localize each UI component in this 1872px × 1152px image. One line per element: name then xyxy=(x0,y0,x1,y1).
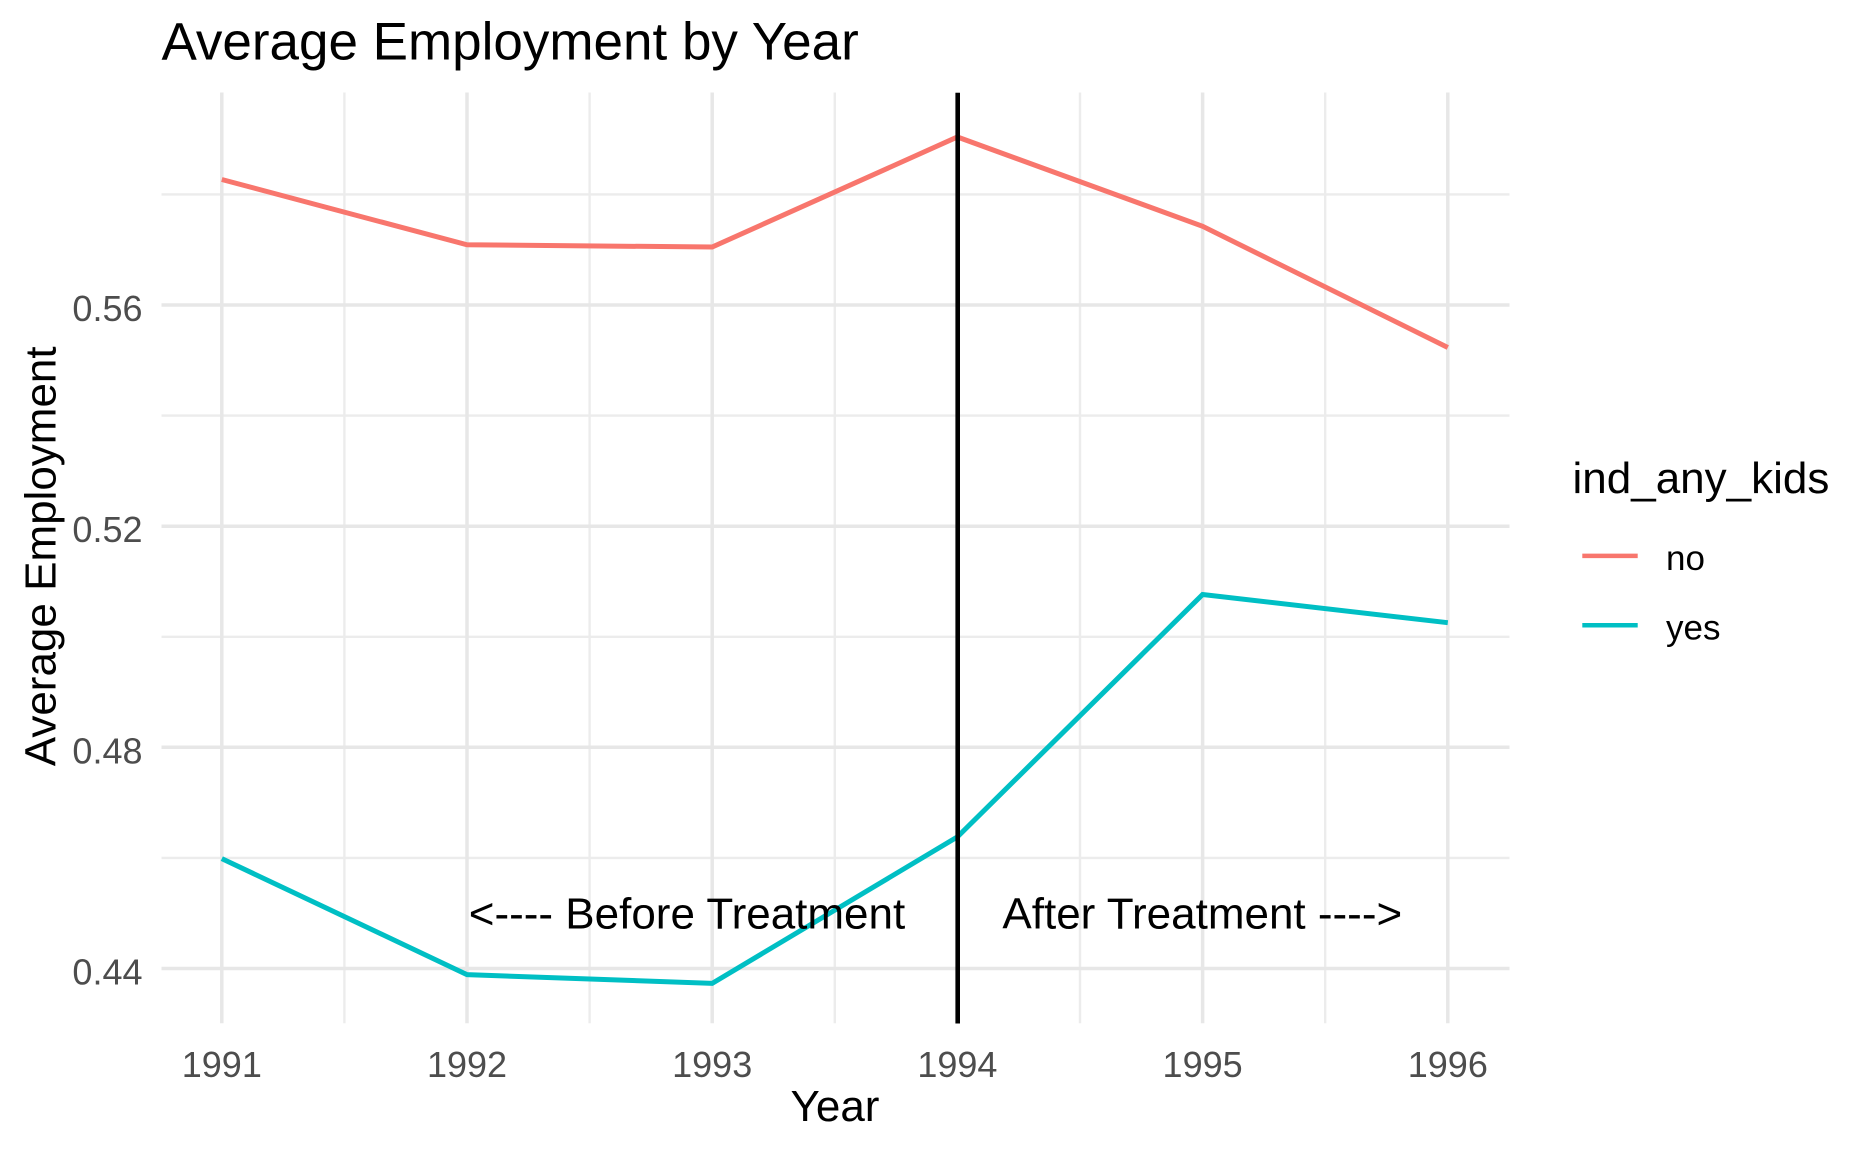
svg-text:1996: 1996 xyxy=(1408,1044,1488,1085)
svg-text:1991: 1991 xyxy=(182,1044,262,1085)
svg-text:Year: Year xyxy=(791,1082,880,1131)
svg-text:ind_any_kids: ind_any_kids xyxy=(1573,454,1830,503)
svg-text:0.48: 0.48 xyxy=(72,730,142,771)
svg-text:Average Employment by Year: Average Employment by Year xyxy=(162,13,859,72)
svg-text:0.52: 0.52 xyxy=(72,509,142,550)
svg-text:After Treatment ---->: After Treatment ----> xyxy=(1002,890,1402,939)
svg-text:Average Employment: Average Employment xyxy=(16,346,65,766)
svg-text:1995: 1995 xyxy=(1163,1044,1243,1085)
svg-text:1992: 1992 xyxy=(427,1044,507,1085)
svg-text:<---- Before Treatment: <---- Before Treatment xyxy=(469,890,905,939)
svg-text:yes: yes xyxy=(1666,608,1720,647)
svg-text:no: no xyxy=(1666,539,1705,578)
svg-text:1994: 1994 xyxy=(917,1044,997,1085)
svg-text:0.56: 0.56 xyxy=(72,288,142,329)
svg-text:0.44: 0.44 xyxy=(72,952,142,993)
svg-text:1993: 1993 xyxy=(672,1044,752,1085)
